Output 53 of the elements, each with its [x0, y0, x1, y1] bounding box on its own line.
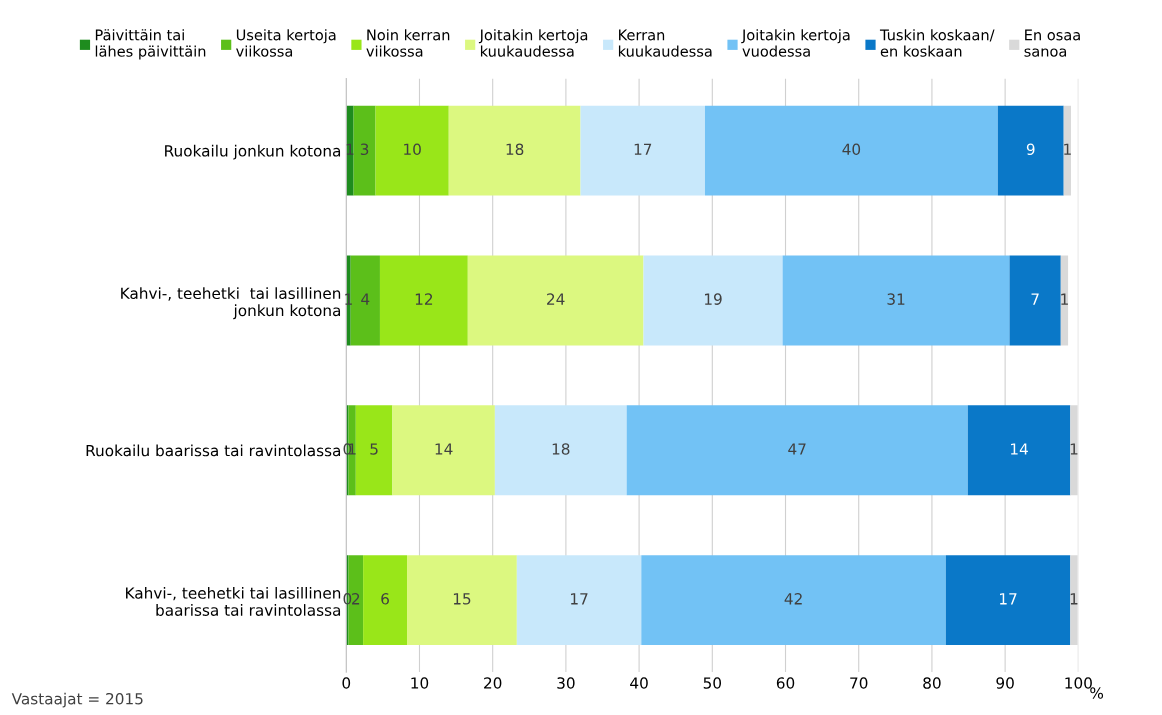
legend-label: Päivittäin tai lähes päivittäin — [95, 29, 206, 60]
data-label: 3 — [360, 143, 369, 156]
x-tick-label: 90 — [996, 677, 1014, 689]
x-tick-label: 80 — [923, 677, 941, 689]
legend-label: Noin kerran viikossa — [366, 29, 450, 57]
data-label: 1 — [1070, 593, 1078, 605]
data-label: 2 — [352, 593, 360, 605]
x-axis-title: % — [1090, 687, 1104, 699]
y-tick-label: Ruokailu jonkun kotona — [165, 144, 341, 160]
legend-label: Useita kertoja viikossa — [236, 29, 336, 57]
data-label: 40 — [842, 143, 861, 156]
data-label: 17 — [634, 143, 652, 155]
legend-label: En osaa sanoa — [1024, 29, 1080, 57]
x-tick-label: 0 — [342, 677, 351, 689]
data-label: 14 — [1011, 443, 1028, 455]
x-tick-label: 20 — [484, 677, 502, 689]
x-tick-label: 40 — [630, 677, 648, 689]
data-label: 15 — [453, 593, 471, 605]
x-tick-label: 30 — [557, 677, 575, 689]
x-tick-label: 100 — [1065, 677, 1092, 689]
data-label: 19 — [705, 293, 722, 305]
data-label: 4 — [361, 293, 370, 305]
data-label: 47 — [788, 443, 806, 455]
data-label: 31 — [887, 293, 905, 305]
data-label: 14 — [435, 443, 453, 455]
data-label: 42 — [784, 593, 802, 605]
data-label: 6 — [381, 593, 389, 605]
data-label: 18 — [552, 443, 570, 455]
x-tick-label: 50 — [703, 677, 722, 689]
data-label: 9 — [1026, 143, 1035, 156]
data-label: 24 — [547, 293, 565, 305]
legend-label: Joitakin kertoja vuodessa — [741, 29, 850, 57]
data-label: 12 — [415, 293, 433, 305]
legend-label: Kerran kuukaudessa — [618, 29, 712, 57]
data-label: 10 — [404, 143, 421, 156]
text: Vastaajat = 2015 — [11, 692, 143, 708]
data-label: 17 — [1000, 593, 1017, 605]
data-label: 1 — [1070, 443, 1078, 455]
legend-label: Tuskin koskaan/ en koskaan — [879, 29, 995, 57]
y-tick-label: Kahvi-, teehetki tai lasillinen jonkun kotona — [121, 287, 341, 320]
data-label: 0 — [343, 593, 352, 605]
y-tick-label: Kahvi-, teehetki tai lasillinen baarissa tai ravintolassa — [126, 586, 341, 616]
x-tick-label: 70 — [850, 677, 868, 689]
data-label: 1 — [1061, 293, 1068, 305]
data-label: 5 — [370, 443, 378, 455]
legend-label: Joitakin kertoja kuukaudessa — [478, 29, 588, 57]
data-label: 17 — [571, 593, 588, 605]
data-label: 7 — [1031, 293, 1039, 305]
y-tick-label: Ruokailu baarissa tai ravintolassa — [86, 444, 341, 457]
data-label: 18 — [506, 143, 524, 156]
x-tick-label: 60 — [776, 677, 795, 689]
data-label: 1 — [1064, 143, 1071, 155]
x-tick-label: 10 — [411, 677, 429, 689]
